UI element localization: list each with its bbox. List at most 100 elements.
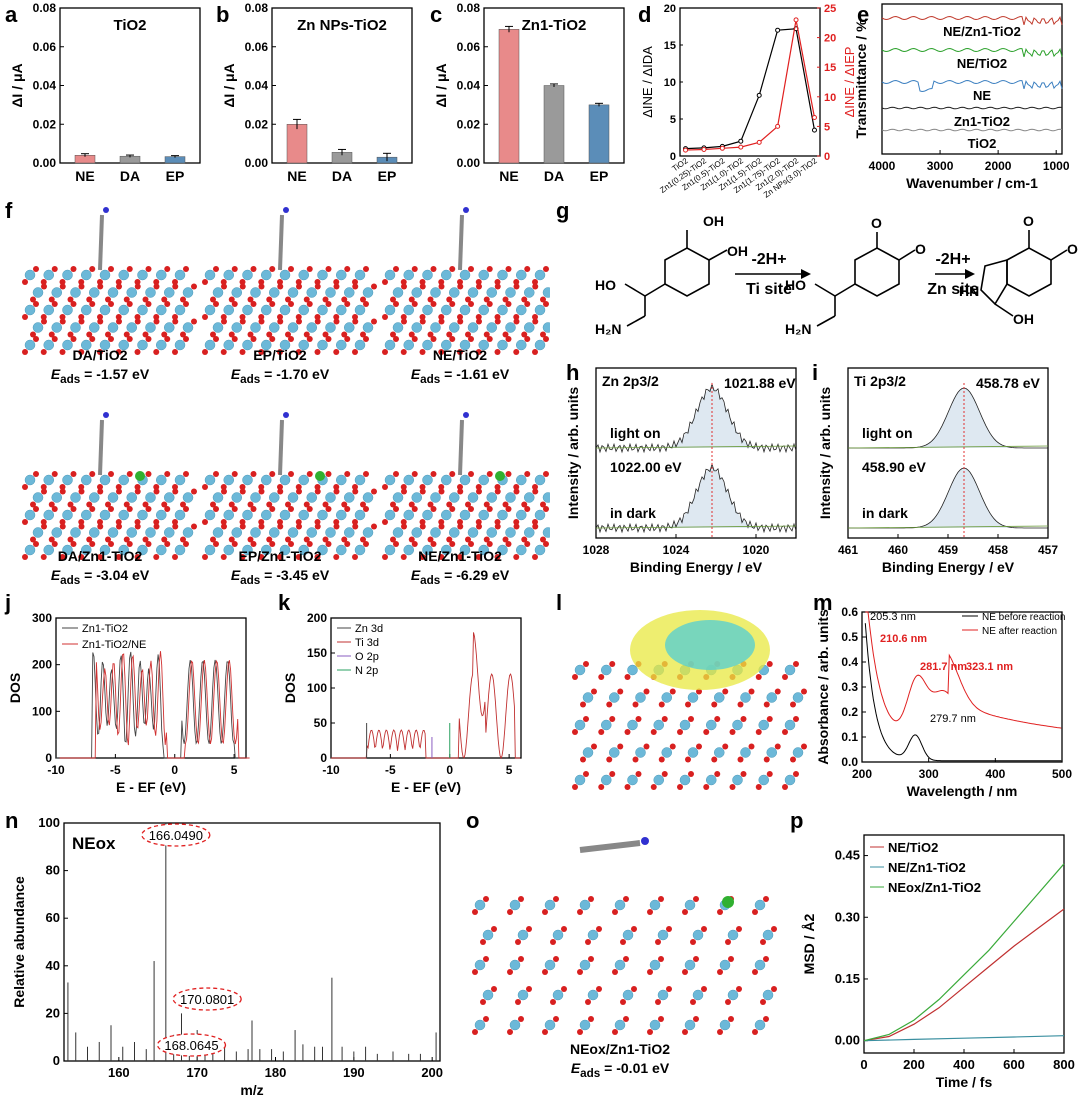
peak-fill (848, 468, 1048, 528)
o-atom (314, 283, 321, 290)
data-point (719, 145, 725, 151)
o-atom (411, 266, 418, 272)
o-atom (561, 926, 567, 932)
caption-da-zn1-tio2: DA/Zn1-TiO2 Eads = -3.04 eV (50, 548, 150, 587)
o-atom (438, 314, 445, 320)
o-atom (655, 999, 661, 1005)
category-label: NE (75, 168, 94, 184)
o-atom (766, 716, 773, 722)
o-atom (48, 501, 55, 508)
ti-atom (509, 899, 521, 911)
o-atom (285, 331, 291, 338)
o-atom (419, 519, 426, 525)
ti-atom (118, 544, 129, 556)
ti-atom (762, 989, 774, 1001)
ti-atom (758, 719, 769, 731)
baseline (595, 445, 797, 449)
o-atom (126, 266, 133, 272)
spectrum-line (881, 79, 1063, 93)
o-atom (729, 729, 736, 735)
o-atom (736, 926, 742, 932)
caption-neox-zn1-tio2: NEox/Zn1-TiO2 Eads = -0.01 eV (569, 1041, 671, 1080)
ti-atom (204, 304, 216, 316)
category-label: DA (544, 168, 564, 184)
x-tick-label: 1000 (1043, 159, 1070, 173)
ti-atom (542, 322, 550, 333)
o-atom (494, 554, 501, 560)
x-tick-label: 0 (171, 763, 178, 777)
o-atom (711, 756, 718, 763)
x-tick-label: -10 (322, 763, 340, 777)
caption-ep-zn1-tio2: EP/Zn1-TiO2 Eads = -3.45 eV (230, 548, 330, 587)
y-tick-label: 0.2 (841, 705, 858, 719)
o-atom (635, 716, 642, 722)
o-atom (507, 1029, 513, 1035)
bar-ne (286, 124, 308, 164)
ti-atom (684, 1019, 696, 1031)
ti-atom (542, 492, 550, 503)
o-atom (526, 986, 532, 992)
o-atom (401, 318, 407, 325)
o-atom (322, 331, 329, 338)
o-atom (89, 506, 96, 512)
category-label: DA (120, 168, 140, 184)
y-tick-label: 50 (314, 716, 328, 730)
o-atom (325, 506, 332, 512)
o-atom (78, 554, 85, 560)
peak-fill (596, 388, 796, 448)
ti-atom (727, 929, 739, 941)
o-atom (51, 506, 58, 512)
ti-atom (649, 1019, 661, 1031)
o-atom (677, 729, 683, 735)
ti-atom (505, 527, 516, 538)
spectrum-line (881, 15, 1063, 26)
o-atom (540, 501, 546, 508)
o-atom (494, 523, 501, 530)
o-atom (771, 986, 777, 992)
o-atom (105, 536, 111, 543)
o-atom (296, 283, 302, 290)
ti-atom (635, 692, 646, 703)
ti-atom (392, 527, 404, 538)
ti-atom (524, 492, 535, 503)
o-atom (703, 784, 710, 790)
o-atom (314, 314, 321, 320)
o-atom (543, 336, 549, 342)
o-atom (728, 1016, 734, 1022)
ti-atom (261, 474, 272, 486)
o-atom (430, 471, 437, 477)
o-atom (352, 484, 358, 490)
o-atom (658, 1016, 664, 1022)
panel-label-n: n (5, 808, 19, 833)
ti-atom (107, 527, 119, 538)
ti-atom (344, 492, 355, 503)
ti-atom (43, 269, 54, 281)
o-atom (33, 506, 39, 512)
x-tick-label: 400 (953, 1057, 975, 1072)
o-atom (518, 896, 524, 902)
y-right-tick-label: 25 (824, 3, 836, 15)
ti-atom (534, 304, 546, 316)
x-axis-label: Time / fs (936, 1074, 993, 1090)
ti-atom (362, 287, 374, 298)
o-atom (524, 266, 531, 272)
o-atom (202, 554, 208, 560)
o-atom (134, 314, 141, 320)
o-atom (711, 701, 718, 708)
x-tick-label: 460 (888, 543, 908, 557)
o-atom (105, 296, 111, 303)
y-tick-label: 0.06 (33, 40, 57, 54)
y-tick-label: 300 (32, 611, 52, 625)
o-atom (306, 266, 313, 272)
x-tick-label: -10 (47, 763, 65, 777)
mass-spectrum-n: 0 20 40 60 80 100 160 170 180 190 200 m/z Relative a… (11, 815, 443, 1095)
ti-atom (411, 287, 422, 298)
o-atom (40, 314, 47, 320)
o-atom (97, 349, 103, 355)
o-atom (400, 519, 407, 525)
caption-da-tio2: DA/TiO2 Eads = -1.57 eV (50, 347, 150, 386)
o-atom (725, 999, 731, 1005)
ti-atom (269, 322, 280, 333)
ti-atom (516, 544, 527, 556)
o-atom (333, 484, 340, 490)
